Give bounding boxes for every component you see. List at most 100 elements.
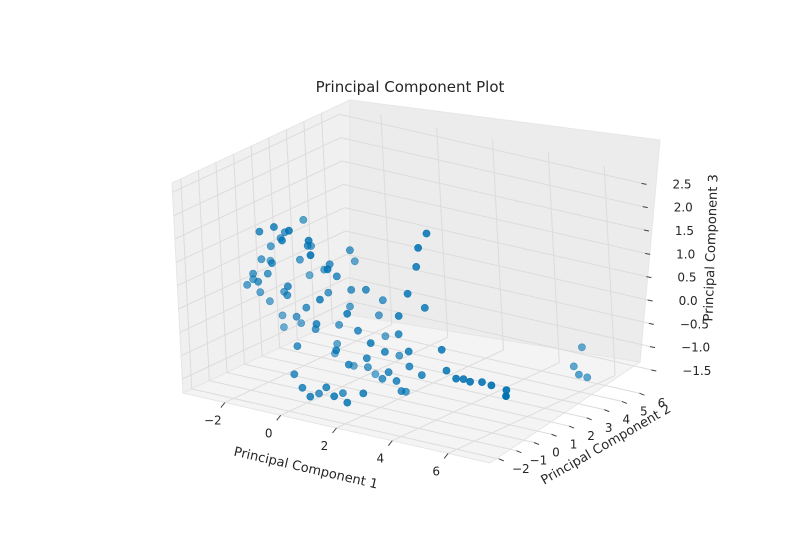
data-point bbox=[254, 277, 263, 286]
y-tick-mark bbox=[568, 425, 575, 429]
z-grid-left-0 bbox=[178, 230, 346, 310]
data-point bbox=[378, 296, 387, 305]
data-point bbox=[350, 257, 359, 266]
z-grid-left-2.5 bbox=[172, 113, 340, 193]
z-grid-back-1 bbox=[343, 183, 651, 255]
data-point bbox=[338, 389, 347, 397]
data-point bbox=[293, 342, 302, 350]
y-tick-label: 3 bbox=[605, 421, 613, 435]
data-point bbox=[346, 302, 354, 311]
data-point bbox=[283, 291, 292, 300]
x-tick-label: 2 bbox=[321, 439, 329, 453]
z-grid-back--1 bbox=[347, 277, 656, 349]
x-tick-mark bbox=[220, 402, 226, 408]
z-tick-mark bbox=[641, 182, 647, 185]
data-point bbox=[363, 363, 372, 372]
data-point bbox=[265, 297, 274, 306]
y-grid-floor-2 bbox=[261, 355, 570, 427]
z-tick-mark bbox=[646, 276, 652, 279]
x-grid-back-0 bbox=[436, 127, 449, 338]
y-tick-label: 6 bbox=[658, 396, 666, 410]
x-grid-floor--2 bbox=[224, 324, 393, 403]
data-point bbox=[578, 343, 586, 352]
data-point bbox=[295, 255, 304, 264]
data-point bbox=[345, 246, 354, 255]
y-tick-mark bbox=[551, 433, 557, 437]
data-point bbox=[249, 269, 257, 278]
data-point bbox=[343, 398, 352, 407]
data-point bbox=[395, 351, 404, 360]
data-point bbox=[392, 377, 401, 385]
y-grid-left-1 bbox=[233, 154, 246, 365]
data-point bbox=[459, 375, 468, 383]
data-point bbox=[384, 368, 393, 377]
data-point bbox=[394, 312, 403, 320]
y-tick-label: 0 bbox=[552, 445, 560, 459]
x-grid-floor-2 bbox=[336, 349, 504, 429]
x-axis-label: Principal Component 1 bbox=[232, 445, 379, 493]
y-tick-label: 4 bbox=[622, 413, 630, 427]
z-tick-label: −0.5 bbox=[680, 317, 709, 331]
y-tick-mark bbox=[516, 450, 522, 454]
y-grid-left--1 bbox=[197, 170, 210, 381]
data-point bbox=[315, 389, 323, 398]
data-point bbox=[502, 392, 510, 400]
z-grid-left--1.5 bbox=[182, 300, 350, 380]
y-tick-mark bbox=[586, 417, 592, 421]
data-point bbox=[359, 389, 368, 398]
data-point bbox=[283, 282, 292, 291]
z-grid-left-1 bbox=[175, 183, 344, 263]
data-point bbox=[324, 288, 333, 297]
y-grid-floor-0 bbox=[226, 371, 535, 443]
data-point bbox=[304, 236, 313, 245]
x-grid-floor-0 bbox=[280, 336, 448, 416]
data-point bbox=[322, 383, 331, 392]
data-points bbox=[243, 215, 592, 407]
z-tick-mark bbox=[647, 299, 653, 302]
data-point bbox=[292, 312, 301, 321]
z-tick-label: −1.5 bbox=[682, 364, 711, 378]
data-point bbox=[422, 229, 431, 238]
data-point bbox=[417, 371, 426, 379]
data-point bbox=[437, 345, 446, 354]
z-grid-back-0.5 bbox=[344, 207, 652, 279]
data-point bbox=[380, 347, 389, 356]
y-grid-floor-4 bbox=[297, 339, 605, 411]
x-tick-mark bbox=[443, 453, 449, 459]
x-grid-back--2 bbox=[380, 114, 393, 325]
y-tick-label: 2 bbox=[587, 429, 595, 443]
data-point bbox=[243, 280, 252, 289]
z-tick-mark bbox=[645, 252, 651, 255]
chart-title: Principal Component Plot bbox=[316, 78, 505, 96]
data-point bbox=[343, 309, 352, 318]
y-grid-left--2 bbox=[180, 178, 193, 389]
data-point bbox=[354, 326, 362, 335]
data-point bbox=[279, 323, 288, 331]
z-tick-mark bbox=[649, 346, 656, 349]
data-point bbox=[278, 311, 287, 320]
data-point bbox=[414, 243, 422, 252]
y-tick-label: 1 bbox=[570, 437, 578, 451]
y-grid-floor-5 bbox=[314, 330, 622, 402]
data-point bbox=[420, 303, 429, 312]
z-axis-label: Principal Component 3 bbox=[701, 174, 721, 322]
z-tick-label: 2.0 bbox=[674, 201, 693, 215]
z-grid-left--1 bbox=[180, 277, 349, 357]
gridlines bbox=[172, 113, 657, 460]
x-grid-floor-6 bbox=[447, 375, 616, 454]
data-point bbox=[263, 269, 272, 278]
z-tick-mark bbox=[642, 206, 648, 209]
z-tick-mark bbox=[648, 322, 654, 325]
z-tick-mark bbox=[643, 229, 650, 232]
x-tick-label: −2 bbox=[204, 414, 222, 428]
data-point bbox=[361, 285, 370, 294]
x-tick-mark bbox=[332, 427, 337, 434]
data-point bbox=[397, 387, 406, 395]
data-point bbox=[344, 360, 353, 369]
data-point bbox=[323, 265, 332, 274]
data-point bbox=[347, 285, 356, 294]
data-point bbox=[362, 354, 371, 363]
data-point bbox=[412, 262, 421, 271]
y-tick-mark bbox=[533, 442, 540, 445]
data-point bbox=[452, 374, 460, 383]
